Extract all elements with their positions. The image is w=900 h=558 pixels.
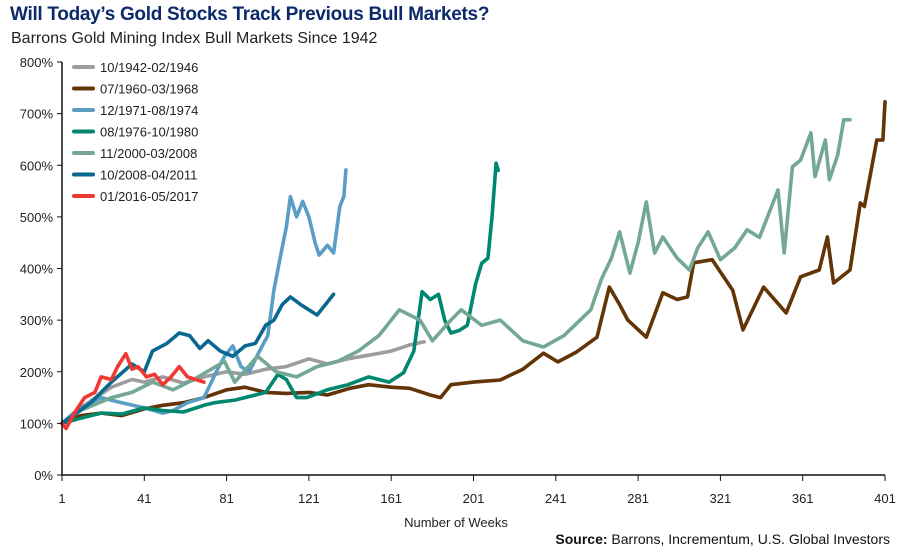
legend: 10/1942-02/1946 07/1960-03/1968 12/1971-08… — [72, 60, 198, 204]
y-tick-label: 700% — [20, 107, 54, 122]
y-tick-label: 300% — [20, 313, 54, 328]
y-tick-label: 400% — [20, 262, 54, 277]
legend-label: 01/2016-05/2017 — [100, 189, 198, 204]
axes-layer: 0% 100% 200% 300% 400% 500% 600% 700% 800% 1 41 81 1… — [20, 55, 896, 506]
x-tick-label: 241 — [545, 491, 567, 506]
x-tick-label: 361 — [792, 491, 814, 506]
x-tick-label: 321 — [710, 491, 732, 506]
x-tick-label: 81 — [219, 491, 233, 506]
series-line — [60, 100, 887, 426]
x-tick-label: 401 — [874, 491, 896, 506]
y-tick-label: 200% — [20, 365, 54, 380]
y-tick-label: 600% — [20, 158, 54, 173]
chart-title: Will Today’s Gold Stocks Track Previous … — [10, 4, 490, 25]
series-layer — [60, 100, 887, 431]
source-text: Barrons, Incrementum, U.S. Global Invest… — [607, 531, 890, 547]
series-line — [60, 292, 336, 426]
series-line — [60, 168, 348, 426]
legend-label: 08/1976-10/1980 — [100, 125, 198, 140]
x-axis-label: Number of Weeks — [404, 515, 508, 530]
x-tick-label: 281 — [627, 491, 649, 506]
y-tick-label: 800% — [20, 55, 54, 70]
y-tick-label: 0% — [34, 468, 53, 483]
source-label: Source: — [555, 531, 608, 547]
x-tick-label: 161 — [380, 491, 402, 506]
x-tick-label: 201 — [463, 491, 485, 506]
series-line — [60, 118, 852, 426]
legend-label: 12/1971-08/1974 — [100, 103, 198, 118]
chart-subtitle: Barrons Gold Mining Index Bull Markets S… — [11, 30, 378, 47]
source-note: Source: Barrons, Incrementum, U.S. Globa… — [555, 531, 890, 547]
y-tick-label: 500% — [20, 210, 54, 225]
x-tick-label: 1 — [58, 491, 65, 506]
series-line — [60, 351, 206, 431]
series-line — [60, 161, 500, 426]
x-tick-label: 121 — [298, 491, 320, 506]
series-line — [60, 340, 426, 426]
y-tick-label: 100% — [20, 416, 54, 431]
legend-label: 10/2008-04/2011 — [100, 168, 197, 183]
legend-label: 10/1942-02/1946 — [100, 60, 198, 75]
legend-label: 07/1960-03/1968 — [100, 82, 198, 97]
legend-label: 11/2000-03/2008 — [100, 146, 197, 161]
x-tick-label: 41 — [137, 491, 151, 506]
